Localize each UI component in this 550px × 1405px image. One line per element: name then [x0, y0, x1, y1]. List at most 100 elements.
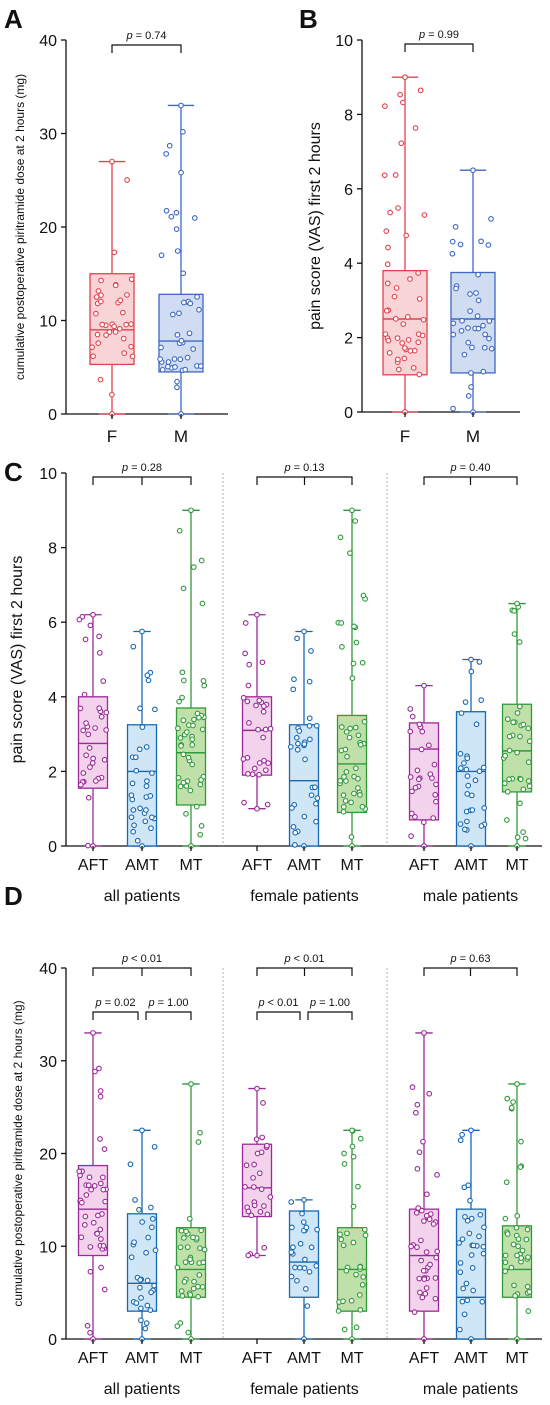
y-tick-label: 10 — [335, 33, 353, 50]
data-point — [353, 639, 360, 646]
data-point — [168, 213, 175, 220]
data-point — [308, 792, 315, 799]
data-point — [429, 775, 435, 781]
data-point — [502, 1252, 509, 1259]
data-point — [464, 773, 471, 779]
data-point — [93, 310, 99, 317]
data-point — [190, 722, 196, 729]
data-point — [398, 140, 405, 147]
y-tick-label: 30 — [39, 127, 57, 144]
data-point — [197, 1129, 203, 1136]
data-point — [144, 672, 151, 679]
data-point — [463, 1280, 470, 1287]
data-point — [468, 656, 474, 663]
data-point — [196, 714, 202, 721]
x-tick-label: AFT — [409, 1350, 439, 1367]
data-point — [476, 1233, 482, 1240]
data-point — [342, 798, 349, 804]
data-point — [256, 1170, 263, 1177]
box-m — [157, 102, 204, 417]
data-point — [510, 719, 517, 726]
data-point — [97, 1226, 104, 1233]
data-point — [395, 205, 401, 211]
data-point — [133, 767, 140, 774]
data-point — [476, 768, 483, 775]
data-point — [313, 1263, 320, 1269]
data-point — [351, 623, 357, 630]
data-point — [357, 1264, 363, 1270]
data-point — [76, 1168, 83, 1175]
data-point — [468, 384, 474, 390]
data-point — [427, 1261, 433, 1268]
y-tick-label: 10 — [39, 314, 57, 331]
y-tick-label: 40 — [39, 33, 57, 50]
data-point — [124, 177, 130, 183]
data-point — [152, 706, 158, 713]
data-point — [391, 293, 398, 300]
data-point — [145, 677, 152, 684]
significance-bracket-label: p < 0.01 — [283, 953, 324, 965]
data-point — [137, 1284, 143, 1291]
data-point — [80, 727, 87, 734]
data-point — [355, 732, 362, 739]
data-point — [466, 1230, 473, 1237]
data-point — [468, 1127, 474, 1134]
data-point — [302, 1256, 308, 1263]
data-point — [180, 717, 187, 724]
data-point — [392, 172, 399, 178]
data-point — [181, 299, 187, 306]
data-point — [383, 228, 390, 234]
data-point — [129, 353, 136, 360]
data-point — [165, 359, 172, 365]
data-point — [426, 1216, 433, 1223]
data-point — [129, 780, 136, 787]
data-point — [515, 1236, 522, 1242]
data-point — [246, 661, 253, 668]
data-point — [179, 694, 185, 701]
data-point — [520, 721, 527, 728]
data-point — [386, 350, 393, 356]
data-point — [348, 799, 354, 806]
data-point — [523, 1236, 530, 1243]
data-point — [197, 781, 204, 788]
data-point — [415, 270, 421, 276]
data-point — [506, 733, 513, 740]
data-point — [343, 1267, 350, 1274]
box-aft — [407, 682, 440, 849]
data-point — [253, 702, 259, 709]
data-point — [142, 1325, 149, 1332]
data-point — [304, 1303, 311, 1309]
data-point — [134, 837, 141, 844]
data-point — [301, 813, 308, 820]
data-point — [151, 1282, 157, 1289]
data-point — [506, 776, 512, 783]
data-point — [350, 1239, 357, 1246]
box-m — [449, 167, 496, 415]
data-point — [421, 212, 428, 218]
data-point — [469, 1265, 476, 1271]
x-tick-label: MT — [179, 857, 202, 874]
data-point — [257, 1208, 264, 1215]
data-point — [359, 659, 366, 666]
data-point — [392, 316, 399, 322]
data-point — [415, 339, 422, 346]
data-point — [401, 355, 408, 362]
data-point — [111, 323, 117, 330]
data-point — [78, 1199, 85, 1206]
data-point — [340, 1242, 347, 1249]
significance-bracket-label: p < 0.01 — [121, 953, 162, 965]
data-point — [176, 310, 182, 317]
data-point — [172, 364, 178, 370]
data-point — [347, 725, 353, 732]
data-point — [90, 353, 96, 360]
data-point — [111, 249, 118, 256]
data-point — [151, 1143, 158, 1150]
data-point — [476, 659, 483, 665]
data-point — [95, 1212, 101, 1219]
data-point — [96, 705, 103, 712]
box-f — [89, 158, 136, 417]
significance-bracket — [423, 476, 518, 485]
data-point — [301, 741, 308, 748]
panel-label: A — [4, 4, 23, 34]
data-point — [89, 344, 95, 351]
